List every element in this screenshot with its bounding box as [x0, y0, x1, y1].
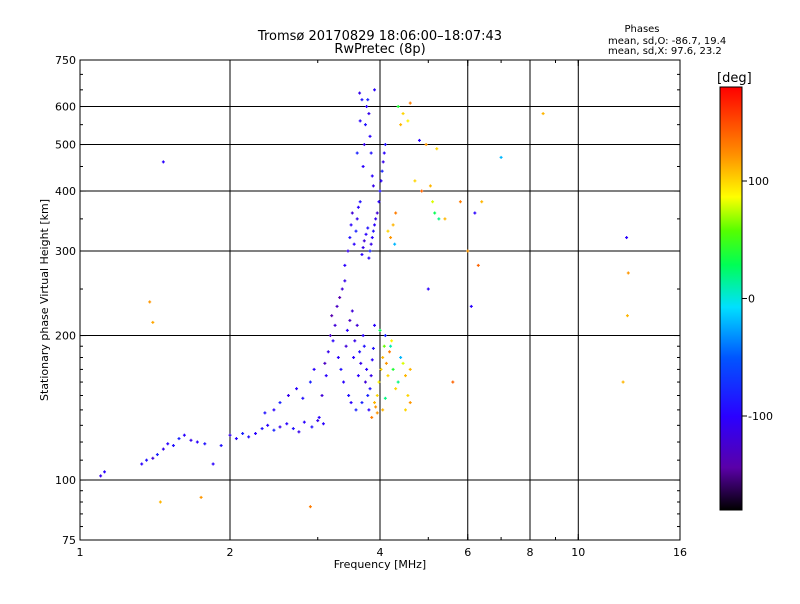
y-tick-label: 750 — [55, 54, 76, 67]
stats-x-mode: mean, sd,X: 97.6, 23.2 — [608, 46, 722, 57]
colorbar-tick-label: 100 — [748, 175, 769, 188]
colorbar-ramp — [719, 86, 743, 511]
y-tick-label: 600 — [55, 101, 76, 114]
scatter-points — [99, 88, 630, 509]
colorbar-label: [deg] — [717, 71, 752, 86]
y-tick-label: 75 — [62, 534, 76, 547]
plot-frame — [79, 59, 681, 541]
colorbar: [deg] 100 0 -100 — [717, 71, 773, 511]
chart-title: Tromsø 20170829 18:06:00–18:07:43 — [257, 29, 502, 44]
colorbar-tick-label: -100 — [748, 410, 773, 423]
x-tick-label: 2 — [227, 546, 234, 559]
y-tick-label: 300 — [55, 245, 76, 258]
y-axis-label: Stationary phase Virtual Height [km] — [38, 199, 51, 401]
stats-title: Phases — [624, 24, 659, 35]
chart-subtitle: RwPretec (8p) — [334, 42, 425, 57]
y-tick-label: 400 — [55, 185, 76, 198]
y-tick-label: 500 — [55, 139, 76, 152]
colorbar-ticks: 100 0 -100 — [742, 175, 773, 423]
x-tick-label: 6 — [464, 546, 471, 559]
colorbar-tick-label: 0 — [748, 293, 755, 306]
ticks-layer: 1 2 4 6 8 10 16 75 100 200 300 400 500 600 750 — [55, 54, 687, 559]
x-axis-label: Frequency [MHz] — [334, 558, 426, 571]
x-tick-label: 4 — [377, 546, 384, 559]
x-tick-label: 1 — [77, 546, 84, 559]
y-tick-label: 200 — [55, 330, 76, 343]
stats-o-mode: mean, sd,O: -86.7, 19.4 — [608, 36, 726, 47]
grid-layer — [80, 60, 680, 540]
x-tick-label: 16 — [673, 546, 687, 559]
x-tick-label: 10 — [571, 546, 585, 559]
x-tick-label: 8 — [527, 546, 534, 559]
y-tick-label: 100 — [55, 474, 76, 487]
